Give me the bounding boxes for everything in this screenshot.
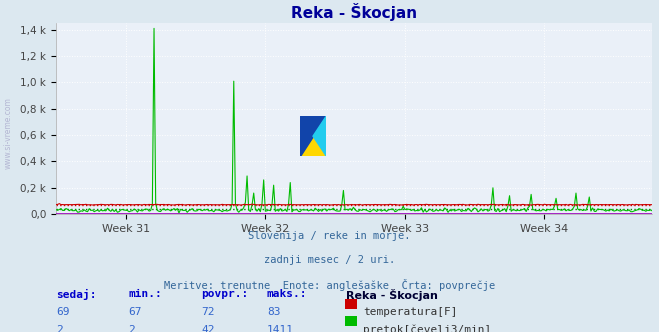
Text: 83: 83 — [267, 307, 280, 317]
Text: temperatura[F]: temperatura[F] — [363, 307, 457, 317]
Text: pretok[čevelj3/min]: pretok[čevelj3/min] — [363, 325, 492, 332]
Text: 67: 67 — [129, 307, 142, 317]
Text: Slovenija / reke in morje.: Slovenija / reke in morje. — [248, 231, 411, 241]
Text: www.si-vreme.com: www.si-vreme.com — [4, 97, 13, 169]
Text: 1411: 1411 — [267, 325, 294, 332]
Text: min.:: min.: — [129, 289, 162, 299]
Polygon shape — [300, 116, 326, 156]
Text: 72: 72 — [201, 307, 214, 317]
Text: Meritve: trenutne  Enote: anglešaške  Črta: povprečje: Meritve: trenutne Enote: anglešaške Črta… — [164, 279, 495, 290]
Polygon shape — [300, 116, 326, 156]
Polygon shape — [313, 116, 326, 156]
Text: zadnji mesec / 2 uri.: zadnji mesec / 2 uri. — [264, 255, 395, 265]
Text: 2: 2 — [129, 325, 135, 332]
Text: maks.:: maks.: — [267, 289, 307, 299]
Text: 2: 2 — [56, 325, 63, 332]
Text: sedaj:: sedaj: — [56, 289, 96, 300]
Title: Reka - Škocjan: Reka - Škocjan — [291, 3, 417, 21]
Text: 42: 42 — [201, 325, 214, 332]
Text: 69: 69 — [56, 307, 69, 317]
Text: Reka - Škocjan: Reka - Škocjan — [346, 289, 438, 301]
Text: povpr.:: povpr.: — [201, 289, 248, 299]
